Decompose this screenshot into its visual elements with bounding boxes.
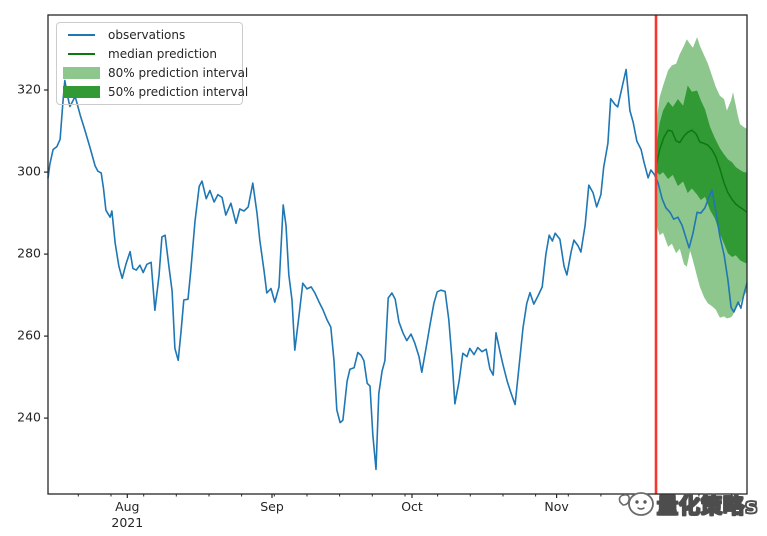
y-tick-label: 240 [17, 410, 41, 425]
interval-50-patch-swatch [63, 85, 100, 98]
y-tick-label: 300 [17, 164, 41, 179]
median-prediction-line [655, 129, 748, 213]
median-prediction-line-swatch [68, 53, 95, 56]
legend-label: 50% prediction interval [108, 84, 249, 99]
x-tick-label: Nov [544, 499, 569, 514]
legend-item-80-interval: 80% prediction interval [63, 64, 248, 83]
y-tick-label: 280 [17, 246, 41, 261]
legend-item-median-prediction: median prediction [63, 45, 236, 64]
x-tick-label: Sep [260, 499, 284, 514]
legend: observations median prediction 80% predi… [56, 22, 248, 105]
y-tick-label: 260 [17, 328, 41, 343]
legend-label: median prediction [108, 47, 218, 62]
x-tick-label: Aug [115, 499, 139, 514]
legend-item-50-interval: 50% prediction interval [63, 82, 248, 101]
interval-50-band [656, 85, 747, 264]
observations-line [47, 68, 748, 471]
x-tick-sublabel: 2021 [111, 515, 143, 530]
interval-80-patch-swatch [63, 66, 100, 79]
legend-label: observations [108, 28, 186, 43]
x-tick-label: Oct [401, 499, 423, 514]
watermark: 量化策略s [617, 488, 759, 522]
watermark-text: 量化策略s [656, 493, 759, 518]
y-tick-label: 320 [17, 82, 41, 97]
legend-label: 80% prediction interval [108, 65, 249, 80]
watermark-mascot-icon [617, 488, 657, 522]
legend-item-observations: observations [63, 26, 236, 45]
observations-line-swatch [68, 34, 95, 37]
